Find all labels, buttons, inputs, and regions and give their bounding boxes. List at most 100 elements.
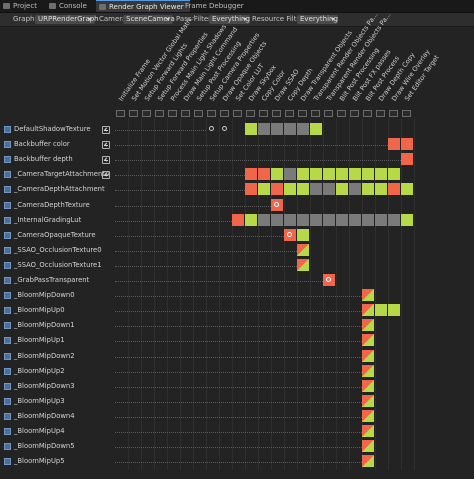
resource-usage-cell[interactable] (232, 213, 244, 226)
resource-usage-cell[interactable] (388, 213, 400, 226)
resource-name[interactable]: _SSAO_OcclusionTexture0 (14, 245, 102, 254)
resource-usage-cell[interactable] (362, 364, 374, 377)
resource-usage-cell[interactable] (245, 168, 257, 181)
pass-column-toggle[interactable] (207, 110, 216, 117)
resource-usage-cell[interactable] (375, 168, 387, 181)
resource-usage-cell[interactable] (245, 213, 257, 226)
resource-name[interactable]: _CameraDepthAttachment (14, 185, 105, 194)
resource-usage-cell[interactable] (284, 168, 296, 181)
pass-column-toggle[interactable] (116, 110, 125, 117)
resource-name[interactable]: _BloomMipUp1 (14, 336, 65, 345)
resource-filter-dropdown[interactable]: Everything (297, 15, 338, 24)
resource-usage-cell[interactable] (245, 123, 257, 135)
resource-usage-cell[interactable] (297, 228, 309, 241)
tab-project[interactable]: Project (0, 0, 43, 12)
resource-usage-cell[interactable] (297, 243, 309, 256)
pass-column-toggle[interactable] (337, 110, 346, 117)
resource-name[interactable]: _InternalGradingLut (14, 215, 82, 224)
pass-column-toggle[interactable] (142, 110, 151, 117)
resource-usage-cell[interactable] (401, 153, 413, 166)
pass-column-toggle[interactable] (220, 110, 229, 117)
resource-usage-cell[interactable] (323, 168, 335, 181)
resource-usage-cell[interactable] (362, 319, 374, 332)
pass-column-toggle[interactable] (129, 110, 138, 117)
resource-name[interactable]: _BloomMipDown2 (14, 351, 75, 360)
resource-usage-cell[interactable] (297, 183, 309, 196)
resource-usage-cell[interactable] (310, 123, 322, 135)
pass-column-toggle[interactable] (402, 110, 411, 117)
resource-usage-cell[interactable] (375, 213, 387, 226)
pass-column-toggle[interactable] (246, 110, 255, 117)
pass-column-toggle[interactable] (350, 110, 359, 117)
resource-name[interactable]: Backbuffer color (14, 140, 70, 149)
resource-usage-cell[interactable] (297, 123, 309, 135)
resource-usage-cell[interactable] (271, 123, 283, 135)
resource-name[interactable]: _CameraTargetAttachmentA (14, 170, 110, 179)
resource-usage-cell[interactable] (271, 183, 283, 196)
resource-usage-cell[interactable] (258, 168, 270, 181)
resource-usage-cell[interactable] (206, 123, 218, 135)
resource-name[interactable]: _BloomMipUp2 (14, 366, 65, 375)
resource-name[interactable]: _BloomMipUp5 (14, 457, 65, 466)
resource-usage-cell[interactable] (336, 183, 348, 196)
resource-name[interactable]: _CameraOpaqueTexture (14, 230, 96, 239)
resource-usage-cell[interactable] (219, 123, 231, 135)
resource-usage-cell[interactable] (388, 183, 400, 196)
resource-usage-cell[interactable] (336, 213, 348, 226)
resource-usage-cell[interactable] (401, 213, 413, 226)
resource-usage-cell[interactable] (297, 168, 309, 181)
resource-usage-cell[interactable] (258, 213, 270, 226)
resource-usage-cell[interactable] (258, 123, 270, 135)
pass-column-toggle[interactable] (376, 110, 385, 117)
resource-name[interactable]: _BloomMipDown4 (14, 411, 75, 420)
resource-usage-cell[interactable] (375, 304, 387, 317)
tab-render-graph-viewer[interactable]: Render Graph Viewer (96, 0, 190, 12)
resource-name[interactable]: _GrabPassTransparent (14, 276, 90, 284)
resource-usage-cell[interactable] (258, 183, 270, 196)
resource-usage-cell[interactable] (375, 183, 387, 196)
resource-usage-cell[interactable] (362, 349, 374, 362)
pass-column-toggle[interactable] (155, 110, 164, 117)
resource-usage-cell[interactable] (271, 168, 283, 181)
resource-usage-cell[interactable] (349, 183, 361, 196)
pass-column-toggle[interactable] (194, 110, 203, 117)
resource-usage-cell[interactable] (362, 394, 374, 407)
resource-usage-cell[interactable] (401, 138, 413, 151)
resource-usage-cell[interactable] (323, 274, 335, 286)
resource-usage-cell[interactable] (388, 304, 400, 317)
pass-filter-dropdown[interactable]: Everything (209, 15, 250, 24)
resource-usage-cell[interactable] (362, 379, 374, 392)
resource-usage-cell[interactable] (284, 183, 296, 196)
pass-column-toggle[interactable] (181, 110, 190, 117)
resource-usage-cell[interactable] (362, 334, 374, 347)
resource-usage-cell[interactable] (362, 289, 374, 302)
pass-column-toggle[interactable] (168, 110, 177, 117)
pass-column-toggle[interactable] (272, 110, 281, 117)
resource-name[interactable]: _BloomMipDown0 (14, 291, 75, 300)
resource-name[interactable]: Backbuffer depth (14, 155, 73, 164)
pass-column-toggle[interactable] (363, 110, 372, 117)
graph-dropdown[interactable]: URPRenderGraph (35, 15, 99, 24)
resource-usage-cell[interactable] (271, 213, 283, 226)
resource-usage-cell[interactable] (349, 168, 361, 181)
resource-usage-cell[interactable] (349, 213, 361, 226)
resource-name[interactable]: _BloomMipDown3 (14, 381, 75, 390)
resource-name[interactable]: _CameraDepthTexture (14, 200, 90, 209)
resource-name[interactable]: DefaultShadowTexture (14, 125, 91, 133)
resource-usage-cell[interactable] (401, 183, 413, 196)
resource-usage-cell[interactable] (271, 198, 283, 211)
resource-usage-cell[interactable] (245, 183, 257, 196)
camera-dropdown[interactable]: SceneCamera (123, 15, 175, 24)
resource-name[interactable]: _BloomMipDown5 (14, 442, 75, 451)
pass-column-toggle[interactable] (233, 110, 242, 117)
resource-usage-cell[interactable] (388, 138, 400, 151)
resource-usage-cell[interactable] (362, 183, 374, 196)
resource-name[interactable]: _BloomMipDown1 (14, 321, 75, 330)
resource-usage-cell[interactable] (284, 123, 296, 135)
resource-usage-cell[interactable] (362, 440, 374, 453)
resource-usage-cell[interactable] (310, 168, 322, 181)
tab-console[interactable]: Console (46, 0, 93, 12)
resource-name[interactable]: _BloomMipUp3 (14, 396, 65, 405)
resource-usage-cell[interactable] (362, 304, 374, 317)
resource-usage-cell[interactable] (323, 213, 335, 226)
